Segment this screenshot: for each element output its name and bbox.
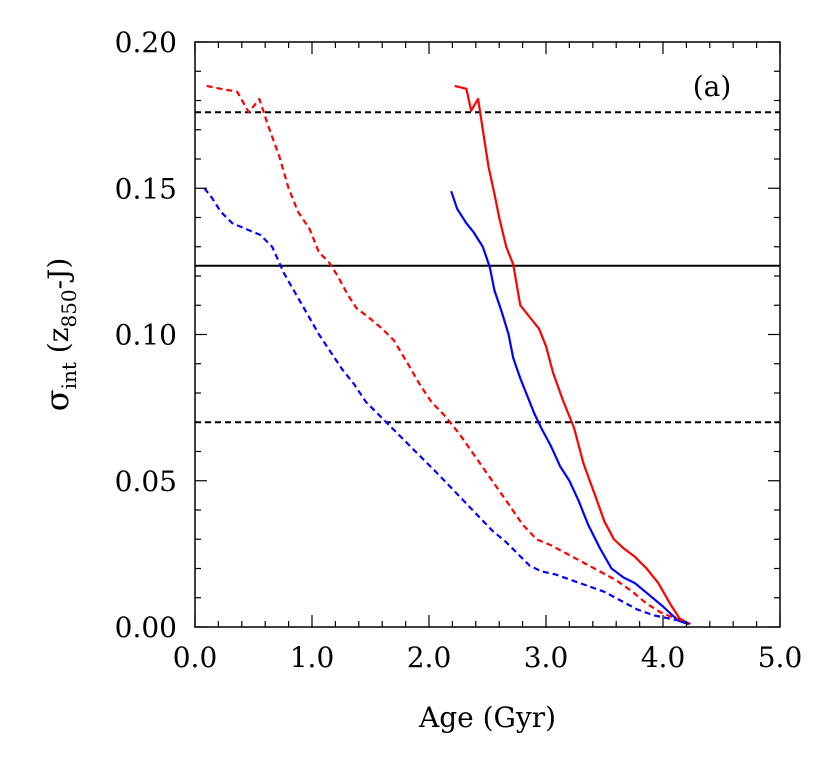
series-line-1 — [450, 190, 690, 626]
x-tick-label: 3.0 — [524, 641, 569, 674]
ticks — [194, 41, 781, 628]
y-tick-label: 0.20 — [115, 26, 177, 59]
tick-labels: 0.0 1.0 2.0 3.0 4.0 5.0 0.00 0.05 0.10 0.15 0.20 — [115, 26, 803, 674]
x-tick-label: 0.0 — [173, 641, 218, 674]
y-axis-title-close: -J) — [42, 258, 75, 290]
series-line-0 — [454, 84, 690, 626]
series-line-3 — [203, 187, 690, 626]
panel-label: (a) — [693, 70, 732, 103]
x-axis-title: Age (Gyr) — [418, 701, 556, 734]
y-tick-label: 0.15 — [115, 172, 177, 205]
y-tick-label: 0.10 — [115, 319, 177, 352]
y-tick-label: 0.00 — [115, 611, 177, 644]
x-tick-label: 4.0 — [641, 641, 686, 674]
y-axis-title-open: (z — [42, 328, 75, 363]
y-axis-title-subscript: int — [57, 362, 81, 389]
x-tick-label: 5.0 — [758, 641, 803, 674]
y-tick-label: 0.05 — [115, 465, 177, 498]
y-axis-title: σint (z850-J) — [38, 258, 81, 412]
plot-content — [195, 84, 780, 626]
x-tick-label: 1.0 — [290, 641, 335, 674]
y-axis-title-inner-subscript: 850 — [57, 289, 81, 327]
series-line-2 — [206, 84, 692, 626]
y-axis-title-symbol: σ — [38, 389, 76, 411]
x-tick-label: 2.0 — [407, 641, 452, 674]
